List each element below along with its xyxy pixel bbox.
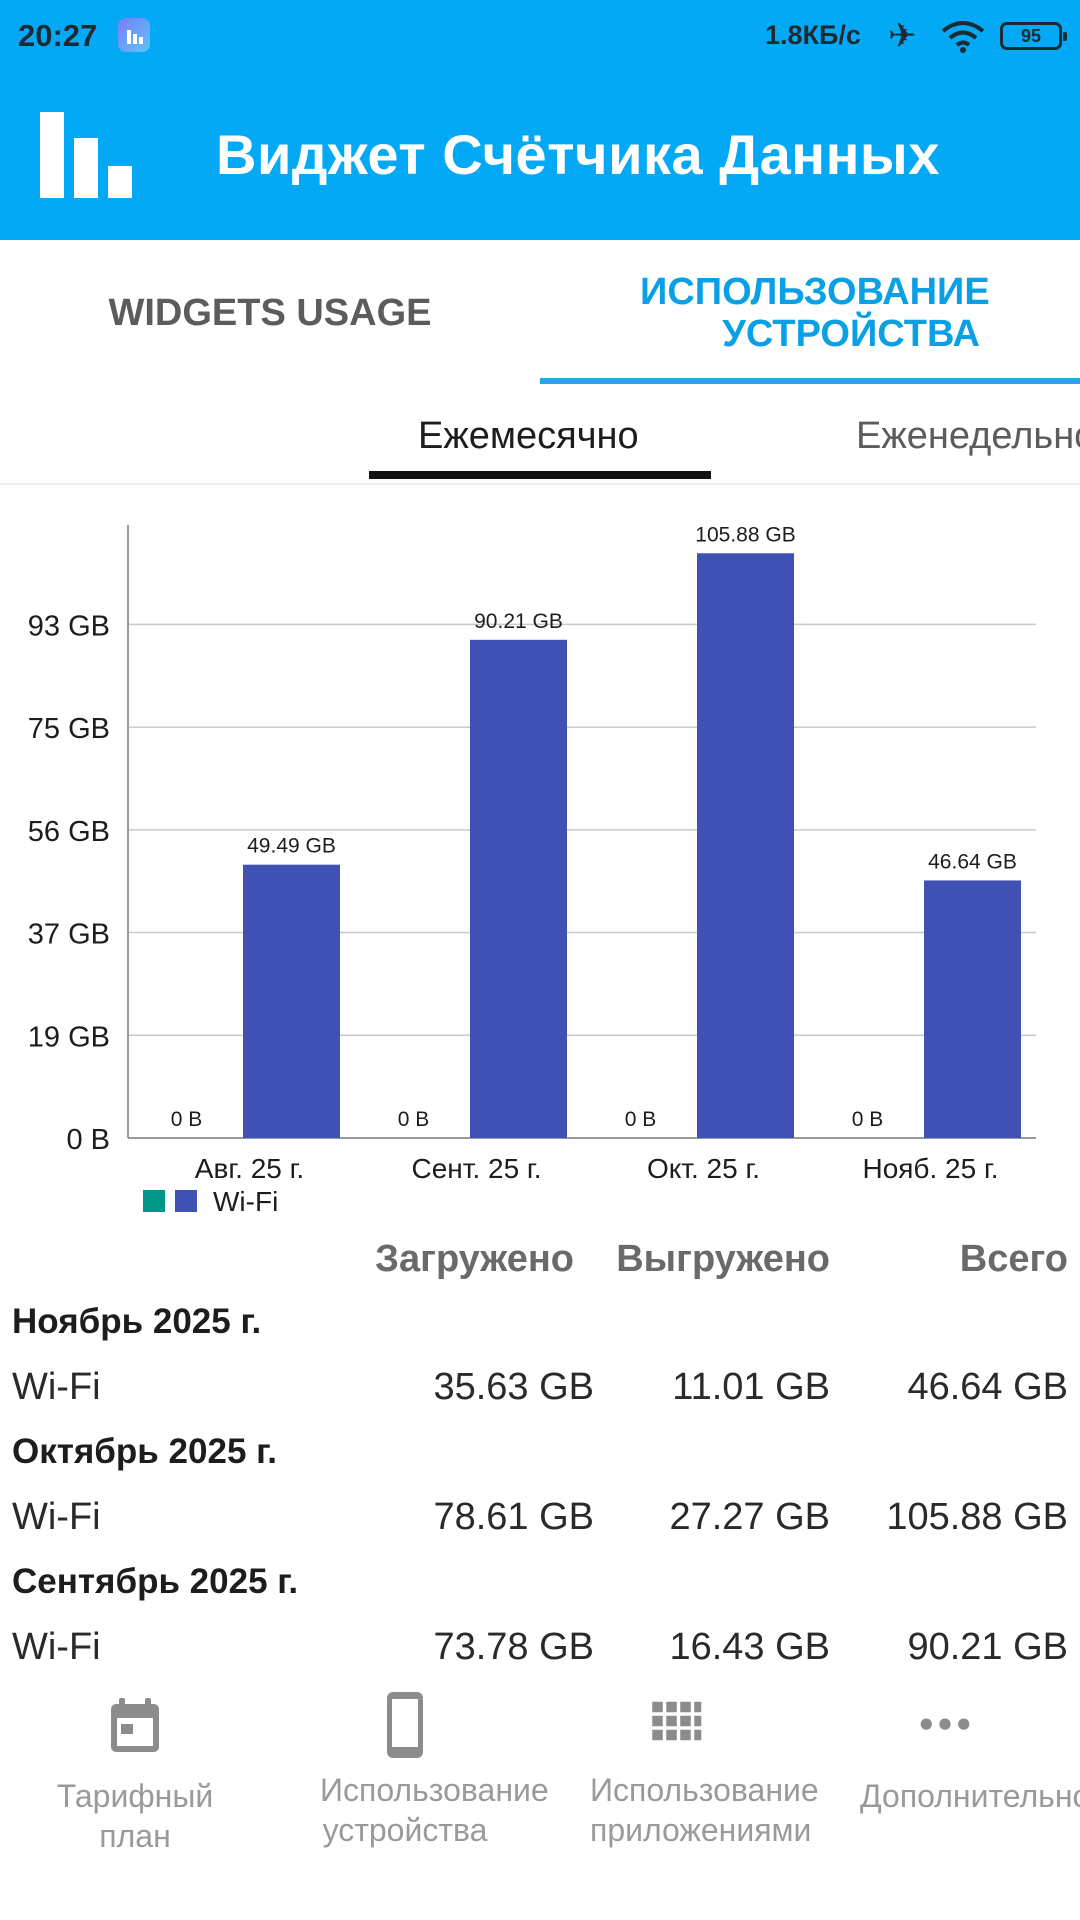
battery-icon: 95 xyxy=(1000,22,1067,50)
row-type: Wi-Fi xyxy=(12,1366,101,1408)
airplane-icon: ✈ xyxy=(888,17,917,55)
y-tick-label: 93 GB xyxy=(28,610,110,642)
row-upload: 16.43 GB xyxy=(669,1626,830,1668)
nav-label: Использование приложениями xyxy=(590,1772,819,1848)
x-tick-label: Сент. 25 г. xyxy=(411,1153,541,1184)
bar xyxy=(697,553,794,1138)
tab-device-usage-label: ИСПОЛЬЗОВАНИЕ УСТРОЙСТВА xyxy=(640,270,990,355)
col-header-total: Всего xyxy=(959,1238,1068,1280)
y-tick-label: 19 GB xyxy=(28,1021,110,1053)
month-label: Сентябрь 2025 г. xyxy=(12,1562,299,1601)
bar-value-label: 0 B xyxy=(852,1108,884,1131)
calendar-icon xyxy=(111,1698,159,1752)
bar-value-label: 49.49 GB xyxy=(247,835,336,858)
apps-grid-icon xyxy=(652,1701,702,1741)
period-tabs: Ежемесячно Еженедельно xyxy=(0,405,1080,485)
row-upload: 11.01 GB xyxy=(672,1366,830,1408)
legend-label: Wi-Fi xyxy=(213,1186,278,1217)
row-upload: 27.27 GB xyxy=(669,1496,830,1538)
y-tick-label: 75 GB xyxy=(28,713,110,745)
bar xyxy=(470,639,567,1138)
row-type: Wi-Fi xyxy=(12,1496,101,1538)
bar-value-label: 0 B xyxy=(398,1108,430,1131)
tab-widgets-usage[interactable]: WIDGETS USAGE xyxy=(108,291,432,334)
status-bar: 20:27 1.8КБ/с ✈ 95 xyxy=(0,0,1080,72)
phone-icon xyxy=(387,1692,423,1758)
nav-more[interactable]: Дополнительно xyxy=(810,1680,1080,1920)
bar-value-label: 90.21 GB xyxy=(474,610,563,633)
x-tick-label: Окт. 25 г. xyxy=(647,1153,760,1184)
nav-label: Дополнительно xyxy=(860,1778,1080,1814)
bar-value-label: 0 B xyxy=(625,1108,657,1131)
tab-indicator xyxy=(540,378,1080,384)
nav-label: Тарифный план xyxy=(56,1778,214,1854)
bar-value-label: 46.64 GB xyxy=(928,850,1017,873)
tab-weekly[interactable]: Еженедельно xyxy=(856,415,1080,457)
y-tick-label: 0 B xyxy=(66,1124,110,1156)
nav-label: Использование устройства xyxy=(320,1772,549,1848)
legend-swatch xyxy=(143,1190,165,1212)
row-download: 73.78 GB xyxy=(433,1626,594,1668)
wifi-icon xyxy=(941,21,985,53)
notification-app-icon xyxy=(118,18,150,52)
app-title: Виджет Счётчика Данных xyxy=(216,123,940,186)
nav-device-usage[interactable]: Использование устройства xyxy=(270,1680,549,1920)
y-tick-label: 56 GB xyxy=(28,816,110,848)
row-download: 78.61 GB xyxy=(433,1496,594,1538)
x-tick-label: Авг. 25 г. xyxy=(195,1153,304,1184)
nav-app-usage[interactable]: Использование приложениями xyxy=(540,1680,819,1920)
bar-value-label: 105.88 GB xyxy=(695,523,795,546)
month-label: Октябрь 2025 г. xyxy=(12,1432,277,1471)
top-tabs: WIDGETS USAGE ИСПОЛЬЗОВАНИЕ УСТРОЙСТВА xyxy=(0,240,1080,385)
network-speed: 1.8КБ/с xyxy=(765,20,861,50)
period-tab-indicator xyxy=(369,471,711,479)
month-label: Ноябрь 2025 г. xyxy=(12,1302,262,1341)
legend-swatch xyxy=(175,1190,197,1212)
nav-tariff-plan[interactable]: Тарифный план xyxy=(0,1680,270,1920)
row-total: 105.88 GB xyxy=(886,1496,1068,1538)
col-header-upload: Выгружено xyxy=(616,1238,830,1280)
app-bar: 20:27 1.8КБ/с ✈ 95 Виджет Счётчика Данны… xyxy=(0,0,1080,240)
app-logo-icon xyxy=(40,112,135,198)
usage-bar-chart: 0 B 19 GB 37 GB 56 GB 75 GB 93 GB 0 B 49.49 GB А… xyxy=(28,523,1036,1217)
row-type: Wi-Fi xyxy=(12,1626,101,1668)
status-time: 20:27 xyxy=(18,18,98,53)
tab-device-usage[interactable]: ИСПОЛЬЗОВАНИЕ УСТРОЙСТВА xyxy=(540,240,1080,385)
row-download: 35.63 GB xyxy=(433,1366,594,1408)
bar-value-label: 0 B xyxy=(171,1108,203,1131)
bottom-navigation: Тарифный план Использование устройства И… xyxy=(0,1680,1080,1920)
more-dots-icon xyxy=(920,1718,970,1730)
y-tick-label: 37 GB xyxy=(28,919,110,951)
row-total: 90.21 GB xyxy=(907,1626,1068,1668)
bar xyxy=(924,880,1021,1138)
tab-monthly[interactable]: Ежемесячно xyxy=(418,415,639,457)
bar xyxy=(243,864,340,1138)
x-tick-label: Нояб. 25 г. xyxy=(862,1153,998,1184)
col-header-download: Загружено xyxy=(375,1238,574,1280)
row-total: 46.64 GB xyxy=(907,1366,1068,1408)
